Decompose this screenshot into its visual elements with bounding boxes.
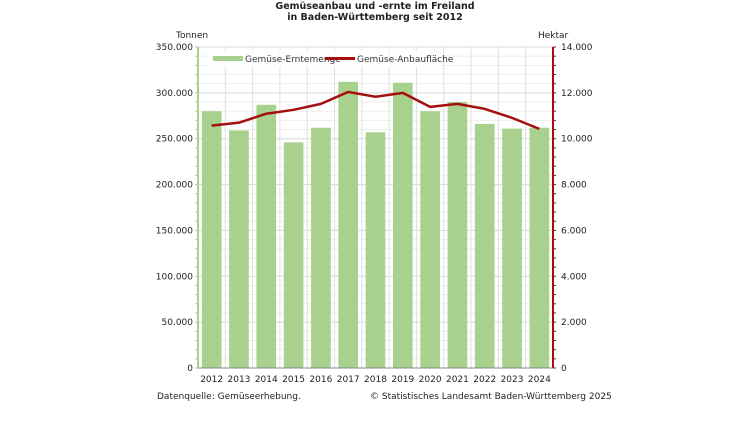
x-tick-label: 2013 xyxy=(228,375,251,385)
bar-2012 xyxy=(201,111,222,368)
bar-2022 xyxy=(474,124,495,368)
bar-2020 xyxy=(420,111,440,368)
line-series xyxy=(211,90,540,131)
left-axis-label: Tonnen xyxy=(175,31,208,41)
legend-line-swatch xyxy=(325,57,355,60)
x-tick-label: 2015 xyxy=(282,375,305,385)
bar-2015 xyxy=(283,142,304,368)
x-tick-label: 2019 xyxy=(391,375,414,385)
bar-2016 xyxy=(311,127,331,368)
bar-2023 xyxy=(502,128,522,368)
bar-2017 xyxy=(338,81,359,368)
left-tick-label: 200.000 xyxy=(156,181,193,191)
legend-box xyxy=(207,50,441,67)
left-axis-ticks: 0 50.000 100.000 150.000 200.000 250.000 300.0… xyxy=(156,43,193,374)
right-tick-label: 14.000 xyxy=(561,43,593,53)
left-tick-label: 150.000 xyxy=(156,226,193,236)
right-tick-label: 6.000 xyxy=(561,226,587,236)
x-tick-label: 2012 xyxy=(200,375,223,385)
chart-title-line-2: in Baden-Württemberg seit 2012 xyxy=(287,12,463,23)
right-tick-label: 8.000 xyxy=(561,181,587,191)
bar-2024 xyxy=(529,127,550,368)
left-tick-label: 300.000 xyxy=(156,89,193,99)
x-tick-label: 2022 xyxy=(473,375,496,385)
left-tick-label: 0 xyxy=(187,364,193,374)
bar-2014 xyxy=(256,104,277,368)
x-tick-label: 2020 xyxy=(419,375,442,385)
source-note: Datenquelle: Gemüseerhebung. xyxy=(157,392,301,402)
bar-series xyxy=(201,81,550,369)
legend-label-erntemenge: Gemüse-Erntemenge xyxy=(245,55,341,65)
bar-2021 xyxy=(447,102,468,369)
right-tick-label: 12.000 xyxy=(561,89,593,99)
legend-bar-swatch xyxy=(213,56,243,61)
left-tick-label: 100.000 xyxy=(156,272,193,282)
x-tick-label: 2016 xyxy=(309,375,332,385)
left-tick-label: 50.000 xyxy=(162,318,194,328)
bar-2013 xyxy=(229,130,249,368)
x-tick-label: 2017 xyxy=(337,375,360,385)
x-tick-label: 2023 xyxy=(501,375,524,385)
bar-2018 xyxy=(365,132,386,368)
x-axis-ticks: 2012 2013 2014 2015 2016 2017 2018 2019 2020 2021… xyxy=(200,375,551,385)
legend: Gemüse-Erntemenge Gemüse-Anbaufläche xyxy=(207,50,454,67)
chart-title-line-1: Gemüseanbau und -ernte im Freiland xyxy=(275,1,474,12)
bar-2019 xyxy=(392,82,413,369)
right-tick-label: 0 xyxy=(561,364,567,374)
legend-label-anbauflaeche: Gemüse-Anbaufläche xyxy=(357,55,454,65)
x-tick-label: 2024 xyxy=(528,375,551,385)
left-tick-label: 350.000 xyxy=(156,43,193,53)
right-tick-label: 10.000 xyxy=(561,135,593,145)
x-tick-label: 2014 xyxy=(255,375,278,385)
x-tick-label: 2021 xyxy=(446,375,469,385)
right-tick-label: 4.000 xyxy=(561,272,587,282)
right-axis-ticks: 0 2.000 4.000 6.000 8.000 10.000 12.000 14.000 xyxy=(561,43,593,374)
axes xyxy=(195,46,556,369)
right-tick-label: 2.000 xyxy=(561,318,587,328)
x-tick-label: 2018 xyxy=(364,375,387,385)
left-tick-label: 250.000 xyxy=(156,135,193,145)
copyright-note: © Statistisches Landesamt Baden-Württemb… xyxy=(370,392,612,402)
right-axis-label: Hektar xyxy=(538,31,569,41)
